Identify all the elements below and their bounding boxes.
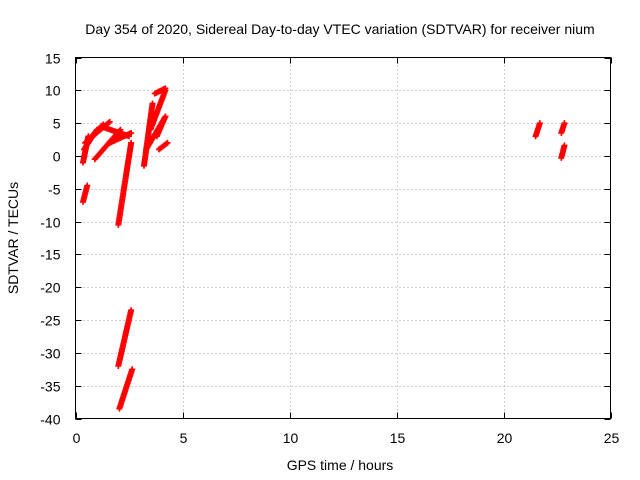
y-tick-label: 10 (45, 83, 61, 99)
data-point (536, 120, 543, 127)
data-point (128, 139, 135, 146)
x-tick-label: 10 (283, 430, 299, 446)
y-axis-label: SDTVAR / TECUs (5, 182, 21, 294)
data-point (84, 182, 91, 189)
x-tick-label: 0 (73, 430, 81, 446)
y-tick-label: 5 (53, 116, 61, 132)
x-tick-label: 15 (390, 430, 406, 446)
y-tick-labels: -40 -35 -30 -25 -20 -15 -10 -5 0 5 10 15 (40, 51, 60, 428)
data-point (162, 85, 169, 92)
data-point (561, 120, 568, 127)
data-point (106, 118, 113, 125)
data-point (162, 113, 169, 120)
y-tick-label: -10 (40, 215, 60, 231)
x-tick-label: 5 (180, 430, 188, 446)
data-point (129, 366, 136, 373)
data-point (149, 100, 156, 107)
data-point (105, 119, 112, 126)
data-point (561, 142, 568, 149)
y-tick-label: -30 (40, 346, 60, 362)
y-tick-label: 0 (53, 149, 61, 165)
data-point (116, 127, 123, 134)
x-axis-label: GPS time / hours (287, 457, 394, 473)
x-tick-label: 20 (497, 430, 513, 446)
y-tick-label: -5 (48, 182, 61, 198)
data-point (128, 129, 135, 136)
y-tick-label: -40 (40, 412, 60, 428)
chart-title: Day 354 of 2020, Sidereal Day-to-day VTE… (85, 21, 594, 37)
y-tick-label: 15 (45, 51, 61, 67)
data-points (79, 85, 568, 412)
data-point (117, 126, 124, 133)
x-tick-labels: 0 5 10 15 20 25 (73, 430, 620, 446)
y-tick-label: -25 (40, 313, 60, 329)
plot-frame (75, 57, 611, 419)
axis-ticks (75, 57, 612, 420)
data-point (164, 139, 171, 146)
data-point (128, 307, 135, 314)
grid-lines (75, 57, 611, 419)
x-tick-label: 25 (604, 430, 620, 446)
y-tick-label: -20 (40, 280, 60, 296)
y-tick-label: -15 (40, 247, 60, 263)
y-tick-label: -35 (40, 379, 60, 395)
